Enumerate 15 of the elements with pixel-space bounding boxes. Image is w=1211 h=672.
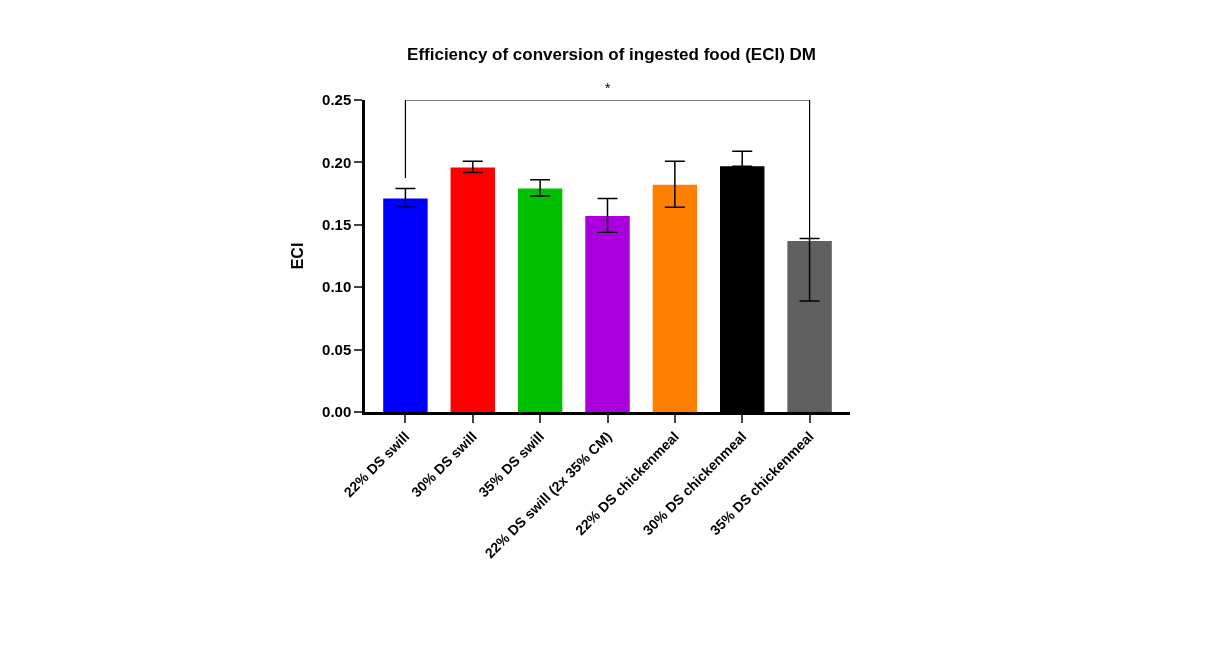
bar	[450, 167, 496, 412]
bar	[787, 241, 832, 412]
y-tick-label: 0.20	[322, 153, 352, 171]
chart-title: Efficiency of conversion of ingested food (ECI) DM	[407, 44, 817, 64]
bar	[585, 216, 630, 412]
y-tick-label: 0.00	[322, 403, 352, 421]
bar	[517, 188, 563, 412]
text: *	[605, 80, 611, 96]
y-tick-label: 0.25	[322, 91, 352, 109]
y-tick-label: 0.10	[322, 278, 352, 296]
bar	[383, 198, 428, 412]
y-tick-label: 0.05	[322, 340, 352, 358]
y-axis-title: ECI	[288, 242, 306, 270]
bar	[652, 184, 698, 412]
y-tick-label: 0.15	[322, 216, 352, 234]
